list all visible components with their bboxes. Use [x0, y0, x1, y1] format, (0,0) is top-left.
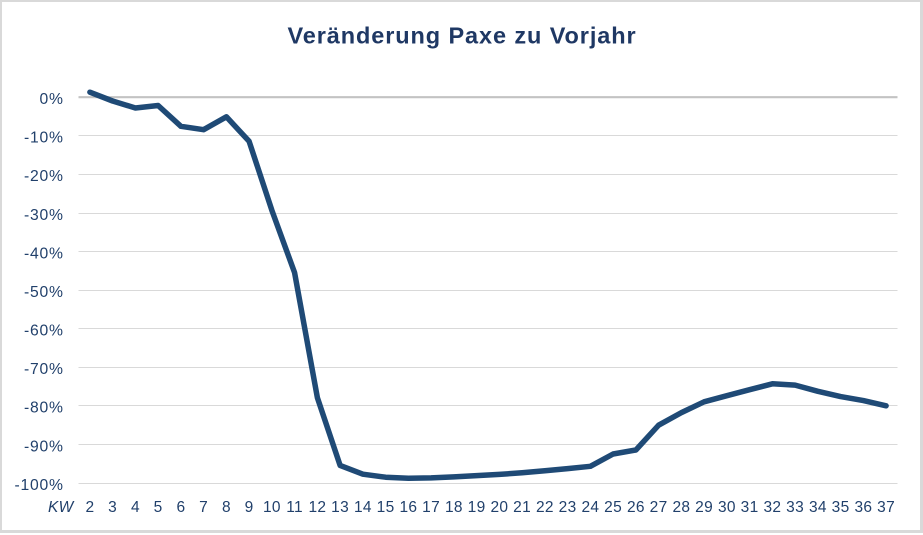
- svg-text:10: 10: [263, 499, 281, 516]
- svg-text:-40%: -40%: [24, 245, 64, 262]
- svg-text:8: 8: [222, 499, 231, 516]
- svg-text:13: 13: [331, 499, 349, 516]
- svg-text:24: 24: [581, 499, 599, 516]
- svg-text:-20%: -20%: [24, 168, 64, 185]
- svg-text:14: 14: [354, 499, 372, 516]
- svg-text:20: 20: [490, 499, 508, 516]
- svg-text:11: 11: [286, 499, 303, 516]
- svg-text:19: 19: [468, 499, 486, 516]
- svg-text:Veränderung Paxe zu Vorjahr: Veränderung Paxe zu Vorjahr: [287, 23, 636, 49]
- svg-text:0%: 0%: [40, 91, 64, 108]
- svg-text:9: 9: [245, 499, 254, 516]
- svg-text:27: 27: [650, 499, 668, 516]
- svg-text:22: 22: [536, 499, 554, 516]
- svg-text:29: 29: [695, 499, 713, 516]
- svg-text:-30%: -30%: [24, 207, 64, 224]
- svg-text:16: 16: [399, 499, 417, 516]
- svg-text:30: 30: [718, 499, 736, 516]
- svg-text:28: 28: [672, 499, 690, 516]
- svg-text:32: 32: [763, 499, 781, 516]
- svg-text:23: 23: [559, 499, 577, 516]
- svg-text:2: 2: [85, 499, 94, 516]
- svg-text:17: 17: [422, 499, 440, 516]
- svg-text:7: 7: [199, 499, 208, 516]
- svg-text:31: 31: [741, 499, 759, 516]
- svg-text:5: 5: [154, 499, 163, 516]
- svg-text:33: 33: [786, 499, 804, 516]
- svg-text:KW: KW: [48, 499, 75, 516]
- svg-text:4: 4: [131, 499, 140, 516]
- svg-text:35: 35: [832, 499, 850, 516]
- svg-text:18: 18: [445, 499, 463, 516]
- svg-text:3: 3: [108, 499, 117, 516]
- svg-text:36: 36: [854, 499, 872, 516]
- svg-text:26: 26: [627, 499, 645, 516]
- svg-text:-70%: -70%: [24, 361, 64, 378]
- svg-text:6: 6: [176, 499, 185, 516]
- svg-text:37: 37: [877, 499, 895, 516]
- svg-text:15: 15: [377, 499, 395, 516]
- svg-text:25: 25: [604, 499, 622, 516]
- svg-text:12: 12: [308, 499, 326, 516]
- svg-text:-90%: -90%: [24, 438, 64, 455]
- svg-text:34: 34: [809, 499, 827, 516]
- svg-text:-10%: -10%: [24, 130, 64, 147]
- svg-text:-100%: -100%: [14, 477, 63, 494]
- svg-text:21: 21: [513, 499, 531, 516]
- svg-text:-60%: -60%: [24, 323, 64, 340]
- svg-text:-80%: -80%: [24, 400, 64, 417]
- svg-text:-50%: -50%: [24, 284, 64, 301]
